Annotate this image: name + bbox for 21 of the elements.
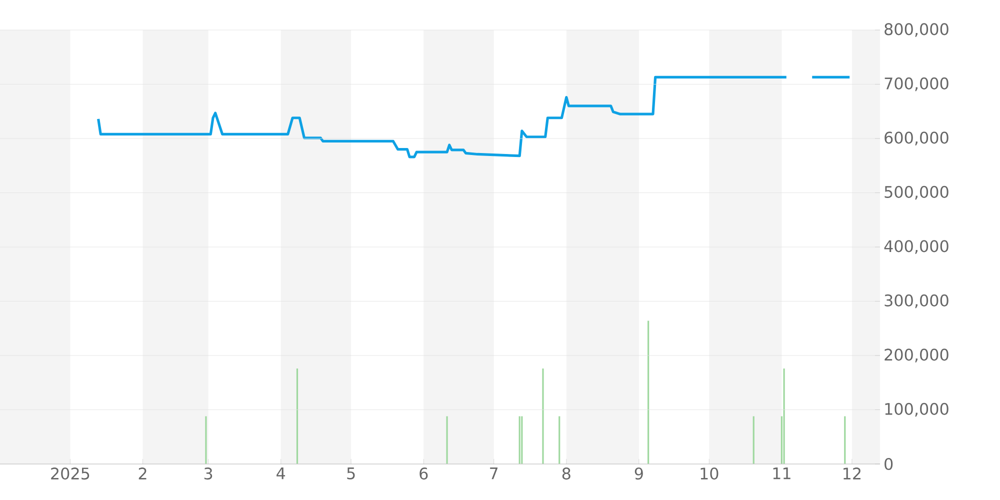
x-tick-label: 8 [562, 468, 570, 480]
x-tick-label: 11 [773, 468, 790, 480]
y-tick-label: 500,000 [884, 186, 948, 200]
x-tick-label: 2 [138, 468, 146, 480]
x-tick-label: 12 [844, 468, 860, 480]
x-tick-label: 9 [634, 468, 643, 480]
y-tick-label: 700,000 [884, 77, 948, 92]
y-tick-label: 100,000 [885, 402, 948, 417]
y-tick-label: 200,000 [884, 348, 948, 362]
y-tick-label: 400,000 [884, 240, 948, 254]
x-tick-label: 7 [490, 468, 498, 480]
y-tick-label: 0 [884, 458, 893, 470]
x-tick-label: 6 [420, 468, 428, 480]
x-tick-label: 5 [347, 468, 355, 480]
x-tick-label: 10 [700, 468, 718, 480]
y-tick-label: 600,000 [884, 132, 948, 146]
y-tick-label: 300,000 [884, 294, 948, 308]
x-tick-label: 3 [204, 468, 212, 480]
y-tick-label: 800,000 [884, 23, 948, 37]
x-tick-label: 4 [276, 468, 286, 480]
x-tick-label: 2025 [51, 468, 90, 480]
